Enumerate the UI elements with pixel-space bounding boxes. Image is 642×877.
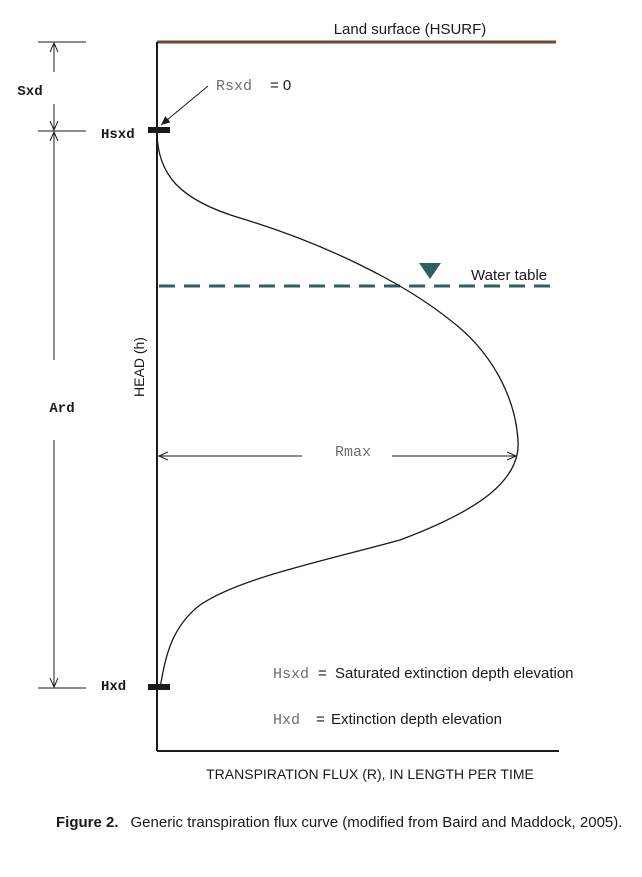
hsxd-label: Hsxd: [101, 127, 135, 143]
legend-hxd-text: Extinction depth elevation: [331, 711, 502, 728]
figure-caption-text: Generic transpiration flux curve (modifi…: [130, 814, 623, 831]
legend-hsxd-text: Saturated extinction depth elevation: [335, 665, 574, 682]
transpiration-flux-curve: [156, 130, 519, 689]
rsxd-pointer-arrow: [160, 85, 209, 126]
hxd-marker: [148, 684, 170, 690]
rsxd-label: Rsxd: [216, 78, 252, 95]
x-axis-label: TRANSPIRATION FLUX (R), IN LENGTH PER TI…: [206, 766, 534, 782]
rsxd-value: = 0: [270, 77, 291, 94]
legend-hsxd-symbol: Hsxd: [273, 666, 309, 683]
land-surface-label: Land surface (HSURF): [334, 21, 487, 38]
water-table-label: Water table: [471, 267, 547, 284]
ard-label: Ard: [49, 401, 74, 417]
legend-hxd-eq: =: [316, 711, 325, 728]
transpiration-flux-diagram: Land surface (HSURF) HEAD (h) TRANSPIRAT…: [17, 21, 574, 782]
water-table-icon: [419, 263, 441, 279]
rmax-label: Rmax: [335, 444, 371, 461]
sxd-label: Sxd: [17, 84, 42, 100]
legend-hxd-symbol: Hxd: [273, 712, 300, 729]
hxd-label: Hxd: [101, 679, 126, 695]
figure-caption: Figure 2. Generic transpiration flux curv…: [56, 812, 631, 834]
legend: Hsxd = Saturated extinction depth elevat…: [273, 665, 574, 729]
hsxd-marker: [148, 127, 170, 133]
legend-hsxd-eq: =: [318, 665, 327, 682]
y-axis-label: HEAD (h): [131, 337, 147, 397]
figure-label: Figure 2.: [56, 814, 119, 831]
